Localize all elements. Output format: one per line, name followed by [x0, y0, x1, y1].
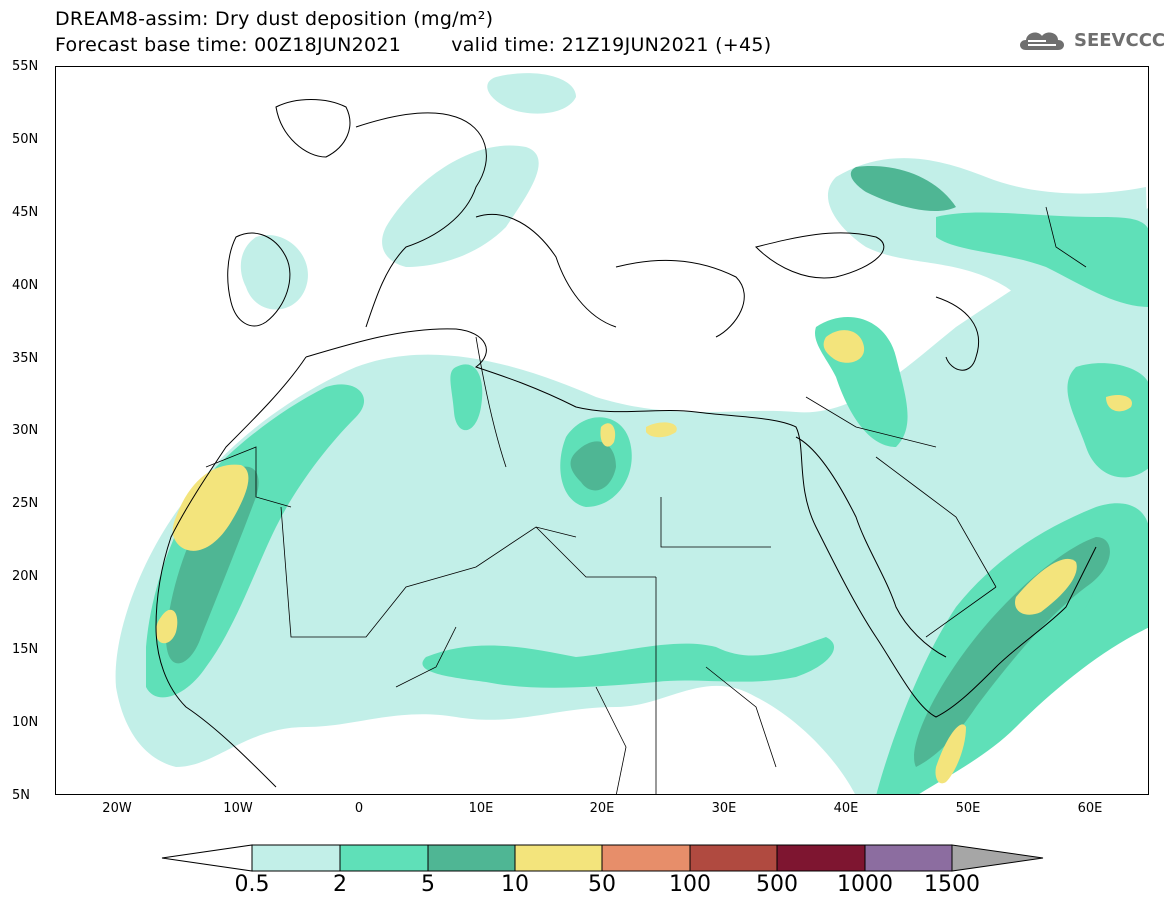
- colorbar-tick-1500: 1500: [924, 872, 980, 897]
- colorbar-tick-500: 500: [756, 872, 798, 897]
- logo: SEEVCCC: [1016, 26, 1165, 54]
- map-canvas: [115, 73, 1148, 794]
- colorbar-tick-100: 100: [669, 872, 711, 897]
- logo-text: SEEVCCC: [1074, 29, 1165, 51]
- colorbar-under-arrow: [161, 844, 253, 872]
- lon-label-10e: 10E: [468, 801, 494, 816]
- lat-label-45n: 45N: [12, 205, 39, 220]
- valid-time: valid time: 21Z19JUN2021 (+45): [451, 34, 772, 56]
- colorbar-bin-5: [601, 844, 691, 872]
- colorbar-tick-0.5: 0.5: [234, 872, 270, 897]
- colorbar-bin-2: [339, 844, 429, 872]
- lon-label-20e: 20E: [589, 801, 615, 816]
- lat-label-15n: 15N: [12, 642, 39, 657]
- colorbar-tick-2: 2: [333, 872, 347, 897]
- coastlines: [155, 99, 1097, 788]
- lat-label-50n: 50N: [12, 132, 39, 147]
- colorbar-bin-8: [864, 844, 953, 872]
- base-time: Forecast base time: 00Z18JUN2021: [55, 34, 402, 56]
- lat-label-20n: 20N: [12, 569, 39, 584]
- dust-level-10-50: [156, 330, 1132, 784]
- colorbar: [161, 844, 1044, 872]
- lat-label-40n: 40N: [12, 278, 39, 293]
- lon-label-50e: 50E: [955, 801, 981, 816]
- colorbar-bin-3: [427, 844, 516, 872]
- lat-label-35n: 35N: [12, 351, 39, 366]
- colorbar-tick-1000: 1000: [837, 872, 893, 897]
- lon-label-0: 0: [354, 801, 364, 816]
- lon-label-40e: 40E: [833, 801, 859, 816]
- dust-deposition-map: [55, 66, 1149, 795]
- time-info: Forecast base time: 00Z18JUN2021 valid ti…: [55, 34, 772, 56]
- lon-label-10w: 10W: [223, 801, 253, 816]
- lon-label-30e: 30E: [711, 801, 737, 816]
- lat-label-55n: 55N: [12, 59, 39, 74]
- colorbar-bin-4: [514, 844, 603, 872]
- borders: [205, 206, 1087, 794]
- colorbar-tick-5: 5: [421, 872, 435, 897]
- colorbar-bin-1: [251, 844, 341, 872]
- lat-label-5n: 5N: [12, 788, 30, 803]
- lat-label-30n: 30N: [12, 423, 39, 438]
- colorbar-bin-6: [689, 844, 778, 872]
- cloud-icon: [1020, 32, 1064, 50]
- lon-label-20w: 20W: [102, 801, 132, 816]
- lon-label-60e: 60E: [1077, 801, 1103, 816]
- colorbar-bin-7: [776, 844, 866, 872]
- colorbar-tick-50: 50: [588, 872, 616, 897]
- lat-label-25n: 25N: [12, 496, 39, 511]
- colorbar-over-arrow: [951, 844, 1044, 872]
- colorbar-tick-10: 10: [501, 872, 529, 897]
- lat-label-10n: 10N: [12, 715, 39, 730]
- map-title: DREAM8-assim: Dry dust deposition (mg/m²…: [55, 8, 494, 30]
